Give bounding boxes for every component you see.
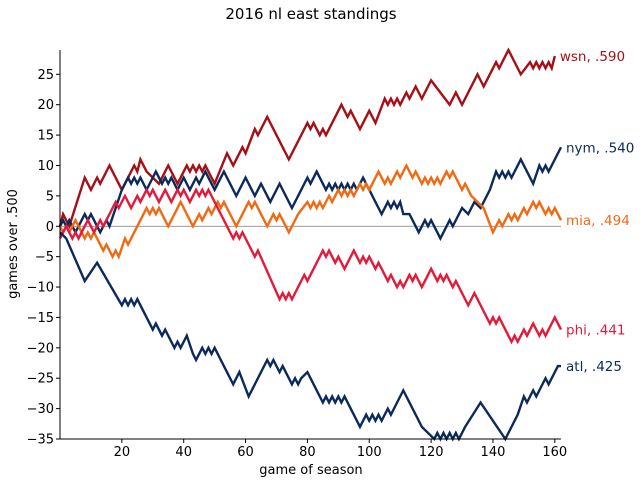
y-tick-label: −25 (27, 372, 54, 387)
y-tick-label: 0 (46, 220, 54, 235)
y-tick-label: −20 (27, 341, 54, 356)
y-axis-label: games over .500 (6, 189, 21, 299)
y-tick-label: 25 (37, 68, 54, 83)
series-label-mia: mia, .494 (566, 213, 630, 229)
x-tick-label: 60 (237, 445, 254, 460)
series-line-wsn (58, 47, 556, 230)
axes-layer: 20 40 60 80 100 120 140 160−35−30−25−20−15−10−5… (27, 50, 567, 460)
x-tick-label: 40 (175, 445, 192, 460)
chart-title: 2016 nl east standings (225, 5, 396, 23)
series-line-mia (58, 162, 563, 260)
y-tick-label: 5 (46, 189, 54, 204)
y-tick-label: −5 (35, 250, 54, 265)
y-tick-label: −15 (27, 311, 54, 326)
y-tick-label: 10 (37, 159, 54, 174)
y-tick-label: 15 (37, 129, 54, 144)
y-tick-label: −30 (27, 402, 54, 417)
x-tick-label: 80 (299, 445, 316, 460)
series-label-phi: phi, .441 (566, 323, 626, 339)
series-line-phi (58, 187, 563, 345)
series-label-nym: nym, .540 (566, 140, 634, 156)
y-tick-label: −10 (27, 281, 54, 296)
y-tick-label: 20 (37, 98, 54, 113)
x-tick-label: 140 (481, 445, 506, 460)
x-tick-label: 120 (419, 445, 444, 460)
series-label-atl: atl, .425 (566, 359, 622, 375)
x-tick-label: 160 (542, 445, 567, 460)
x-axis-label: game of season (259, 463, 362, 478)
end-label-layer: wsn, .590 nym, .540 mia, .494 phi, .441 atl,… (560, 49, 635, 375)
series-layer (58, 47, 563, 442)
series-line-atl (59, 231, 561, 442)
series-label-wsn: wsn, .590 (560, 49, 625, 65)
x-tick-label: 20 (114, 445, 131, 460)
y-tick-label: −35 (27, 433, 54, 448)
series-line-nym (58, 146, 563, 242)
x-tick-label: 100 (357, 445, 382, 460)
